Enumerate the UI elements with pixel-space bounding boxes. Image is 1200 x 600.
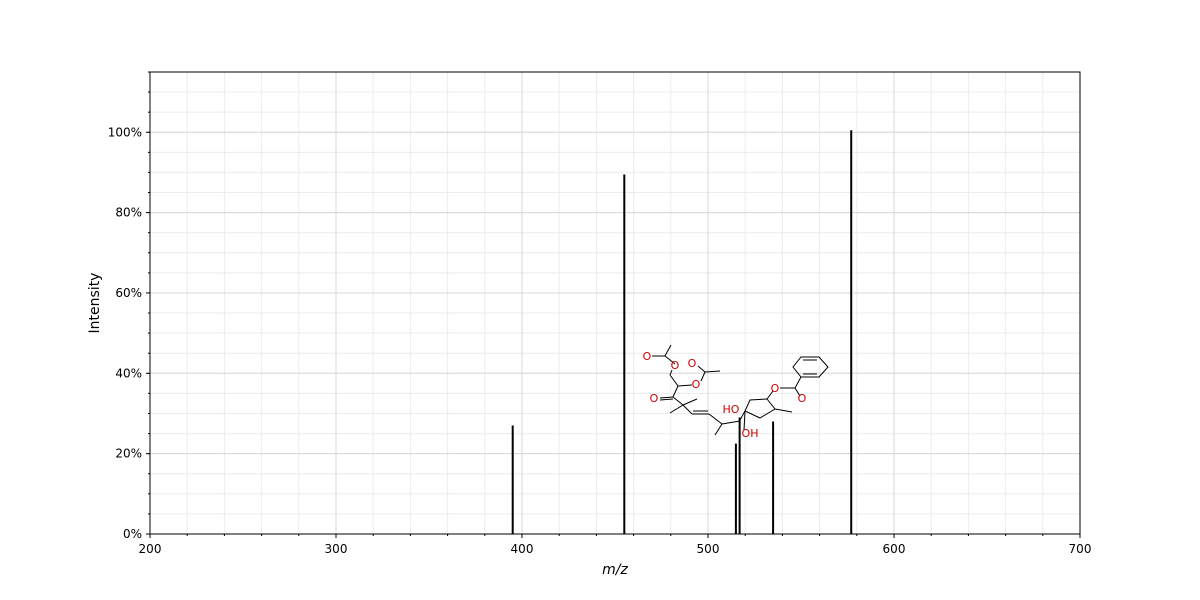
x-tick-label: 400 <box>511 542 534 556</box>
bond <box>794 387 801 397</box>
bond <box>682 398 698 406</box>
y-tick-labels: 0% 20% 40% 60% 80% 100% <box>108 125 142 541</box>
bond <box>744 398 776 419</box>
atom-label: HO <box>723 403 740 416</box>
bond <box>664 355 676 365</box>
minor-grid <box>149 71 1081 535</box>
x-tick-label: 600 <box>883 542 906 556</box>
atom-label: O <box>650 392 659 405</box>
y-tick-label: 60% <box>115 286 142 300</box>
y-tick-label: 100% <box>108 125 142 139</box>
atom-label: O <box>688 357 697 370</box>
bond <box>766 390 774 400</box>
x-tick-label: 700 <box>1069 542 1092 556</box>
x-tick-label: 500 <box>697 542 720 556</box>
y-tick-label: 20% <box>115 447 142 461</box>
x-tick-label: 200 <box>139 542 162 556</box>
bond <box>664 344 672 357</box>
bond <box>672 396 684 406</box>
x-axis-label: m/z <box>602 562 628 578</box>
major-grid <box>149 72 1081 535</box>
bond <box>794 376 802 389</box>
plot-frame <box>149 71 1081 535</box>
bond <box>739 410 746 421</box>
atom-label: O <box>643 350 652 363</box>
atom-label: O <box>692 378 701 391</box>
bond <box>669 369 673 376</box>
bond <box>659 398 674 401</box>
bond <box>743 410 746 431</box>
benzene-ring <box>792 356 829 378</box>
atom-label: O <box>671 359 680 372</box>
y-axis-label: Intensity <box>87 273 103 334</box>
y-tick-label: 80% <box>115 206 142 220</box>
bond <box>708 413 723 425</box>
molecule-structure-inset <box>652 344 829 436</box>
bond <box>669 404 684 414</box>
bond <box>721 420 741 425</box>
atom-label: OH <box>742 427 759 440</box>
x-tick-label: 300 <box>325 542 348 556</box>
bond <box>677 384 693 387</box>
y-tick-label: 0% <box>123 527 142 541</box>
bond <box>697 365 706 373</box>
bond <box>659 396 674 399</box>
bond <box>700 371 706 382</box>
atom-label: O <box>771 382 780 395</box>
x-tick-labels: 200 300 400 500 600 700 <box>139 542 1092 556</box>
axis-ticks <box>146 71 1081 538</box>
bond <box>714 423 723 436</box>
bond <box>774 408 793 413</box>
bond <box>682 404 693 415</box>
bond <box>669 374 679 387</box>
peak-bars <box>511 130 853 534</box>
bond <box>704 370 721 373</box>
atom-label: O <box>798 392 807 405</box>
bond <box>672 385 679 398</box>
y-tick-label: 40% <box>115 366 142 380</box>
